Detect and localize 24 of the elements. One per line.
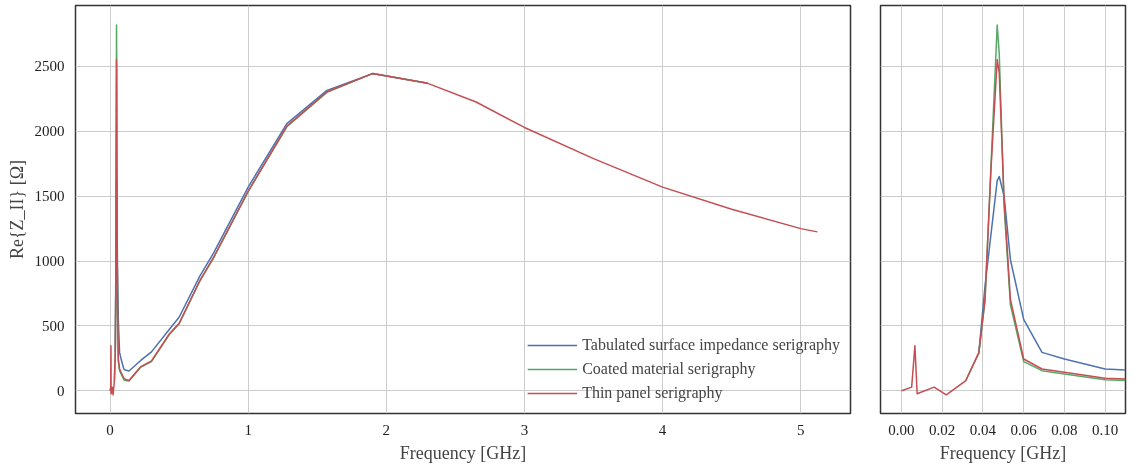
x-tick-label: 0.02 (929, 421, 956, 438)
x-axis-title: Frequency [GHz] (939, 442, 1067, 463)
legend-label: Coated material serigraphy (582, 360, 756, 378)
x-tick-label: 5 (797, 421, 805, 438)
x-tick-label: 0.04 (969, 421, 997, 438)
legend-label: Thin panel serigraphy (582, 384, 723, 402)
x-tick-label: 0.10 (1092, 421, 1119, 438)
y-tick-label: 2500 (34, 58, 65, 75)
x-axis-title: Frequency [GHz] (399, 442, 527, 463)
y-tick-label: 1000 (34, 253, 65, 270)
x-tick-label: 0.06 (1010, 421, 1038, 438)
x-tick-label: 1 (244, 421, 252, 438)
legend-label: Tabulated surface impedance serigraphy (582, 336, 840, 354)
y-axis-title: Re{Z_II} [Ω] (6, 159, 27, 260)
x-tick-label: 0 (106, 421, 114, 438)
y-tick-label: 2000 (34, 123, 65, 140)
y-tick-label: 0 (57, 382, 65, 399)
x-tick-label: 0.00 (888, 421, 915, 438)
y-tick-label: 1500 (34, 188, 65, 205)
x-tick-label: 4 (658, 421, 667, 438)
x-tick-label: 2 (382, 421, 391, 438)
x-tick-label: 3 (520, 421, 529, 438)
x-tick-label: 0.08 (1051, 421, 1078, 438)
y-tick-label: 500 (42, 317, 65, 334)
